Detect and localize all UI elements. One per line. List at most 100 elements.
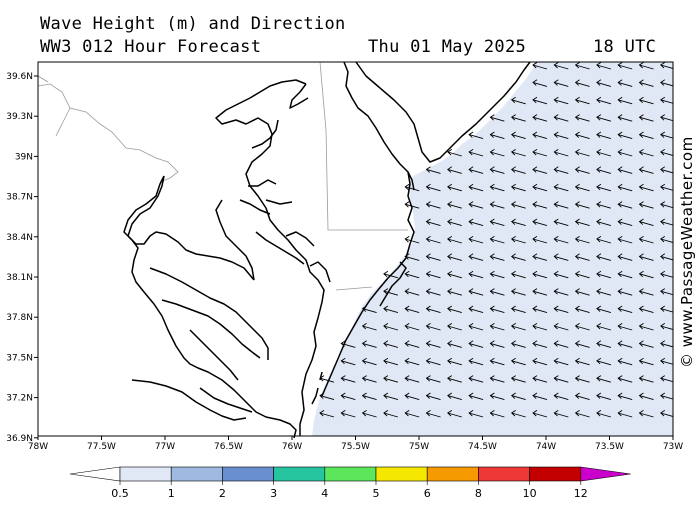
- wave-direction-arrow-icon: [596, 201, 612, 209]
- wave-direction-arrow-icon: [574, 357, 590, 366]
- wave-direction-arrow-icon: [404, 201, 420, 209]
- wave-direction-arrow-icon: [532, 149, 548, 157]
- colorbar-segment: [529, 466, 582, 482]
- wave-direction-arrow-icon: [617, 218, 633, 227]
- wave-direction-arrow-icon: [383, 357, 399, 366]
- wave-direction-arrow-icon: [510, 305, 526, 314]
- wave-direction-arrow-icon: [510, 236, 526, 244]
- lon-label: 74.5W: [468, 442, 497, 452]
- wave-direction-arrow-icon: [574, 305, 590, 314]
- wave-direction-arrow-icon: [404, 270, 420, 279]
- wave-direction-arrow-icon: [660, 340, 673, 348]
- wave-direction-arrow-icon: [383, 375, 399, 383]
- wave-direction-arrow-icon: [660, 323, 673, 330]
- wave-direction-arrow-icon: [532, 288, 548, 296]
- wave-direction-arrow-icon: [425, 410, 441, 418]
- lat-label: 37.8N: [6, 313, 33, 323]
- wave-direction-arrow-icon: [468, 410, 484, 418]
- wave-direction-arrow-icon: [532, 253, 548, 261]
- wave-direction-arrow-icon: [596, 375, 612, 383]
- wave-direction-arrow-icon: [532, 79, 548, 87]
- wave-direction-arrow-icon: [510, 96, 526, 105]
- wave-direction-arrow-icon: [510, 131, 526, 140]
- wave-direction-arrow-icon: [489, 323, 505, 331]
- wave-direction-arrow-icon: [468, 149, 484, 157]
- wave-direction-arrow-icon: [404, 305, 420, 314]
- wave-direction-arrow-icon: [553, 96, 569, 105]
- wave-direction-arrow-icon: [596, 357, 612, 366]
- wave-direction-arrow-icon: [468, 270, 484, 279]
- wave-direction-arrow-icon: [574, 410, 590, 418]
- wave-direction-arrow-icon: [660, 131, 673, 139]
- wave-direction-arrow-icon: [425, 201, 441, 209]
- wave-direction-arrow-icon: [489, 305, 505, 314]
- wave-direction-arrow-icon: [617, 183, 633, 192]
- wave-direction-arrow-icon: [468, 375, 484, 383]
- wave-direction-arrow-icon: [638, 288, 654, 296]
- wave-direction-arrow-icon: [660, 218, 673, 226]
- wave-direction-arrow-icon: [574, 149, 590, 157]
- wave-direction-arrow-icon: [447, 357, 462, 366]
- wave-direction-arrow-icon: [553, 201, 569, 209]
- wave-direction-arrow-icon: [404, 340, 420, 348]
- wave-direction-arrow-icon: [425, 357, 441, 366]
- wave-direction-arrow-icon: [425, 323, 441, 331]
- wave-direction-arrow-icon: [660, 236, 673, 243]
- wave-direction-arrow-icon: [383, 392, 399, 401]
- wave-direction-arrow-icon: [660, 183, 673, 191]
- wave-direction-arrow-icon: [361, 305, 377, 314]
- wave-direction-arrow-icon: [447, 201, 462, 209]
- wave-direction-arrow-icon: [638, 183, 654, 192]
- wave-direction-arrow-icon: [596, 288, 612, 296]
- wave-direction-arrow-icon: [510, 114, 526, 122]
- wave-direction-arrow-icon: [510, 149, 526, 157]
- wave-direction-arrow-icon: [404, 236, 420, 244]
- wave-direction-arrow-icon: [553, 114, 569, 122]
- wave-direction-arrow-icon: [361, 392, 377, 401]
- lat-label: 37.5N: [6, 353, 33, 363]
- wave-direction-arrow-icon: [574, 79, 590, 87]
- wave-direction-arrow-icon: [596, 410, 612, 418]
- wave-direction-arrow-icon: [638, 131, 654, 140]
- colorbar-min-triangle: [69, 466, 121, 482]
- wave-direction-arrow-icon: [574, 183, 590, 192]
- wave-direction-arrow-icon: [596, 149, 612, 157]
- wave-direction-arrow-icon: [553, 236, 569, 244]
- wave-direction-arrow-icon: [532, 340, 548, 348]
- wave-direction-arrow-icon: [638, 149, 654, 157]
- wave-direction-arrow-icon: [532, 62, 548, 70]
- wave-direction-arrow-icon: [383, 288, 399, 296]
- wave-direction-arrow-icon: [510, 201, 526, 209]
- wave-direction-arrow-icon: [660, 410, 673, 417]
- wave-direction-arrow-icon: [638, 410, 654, 418]
- wave-direction-arrow-icon: [489, 288, 505, 296]
- wave-direction-arrow-icon: [532, 236, 548, 244]
- wave-direction-arrow-icon: [489, 410, 505, 418]
- wave-direction-arrow-icon: [468, 392, 484, 401]
- wave-direction-arrow-icon: [510, 410, 526, 418]
- wave-direction-arrow-icon: [340, 375, 356, 383]
- wave-direction-arrow-icon: [468, 131, 484, 140]
- wave-direction-arrow-icon: [447, 270, 462, 279]
- wave-direction-arrow-icon: [489, 201, 505, 209]
- wave-direction-arrow-icon: [447, 236, 462, 244]
- wave-direction-arrow-icon: [489, 149, 505, 157]
- wave-direction-arrow-icon: [596, 305, 612, 314]
- wave-direction-arrow-icon: [638, 357, 654, 366]
- wave-direction-arrow-icon: [553, 218, 569, 227]
- wave-direction-arrow-icon: [404, 410, 420, 418]
- wave-direction-arrow-icon: [489, 340, 505, 348]
- wave-direction-arrow-icon: [532, 323, 548, 331]
- copyright-text: © www.PassageWeather.com: [678, 136, 696, 368]
- lon-label: 77.5W: [87, 442, 116, 452]
- wave-direction-arrow-icon: [319, 375, 335, 383]
- wave-direction-arrow-icon: [532, 166, 548, 174]
- wave-direction-arrow-icon: [489, 183, 505, 192]
- wave-direction-arrow-icon: [617, 392, 633, 401]
- wave-direction-arrow-icon: [617, 357, 633, 366]
- colorbar-segment: [478, 466, 530, 482]
- wave-direction-arrow-icon: [340, 392, 356, 401]
- lat-label: 38.4N: [6, 233, 33, 243]
- wave-direction-arrow-icon: [553, 270, 569, 279]
- wave-direction-arrow-icon: [532, 96, 548, 105]
